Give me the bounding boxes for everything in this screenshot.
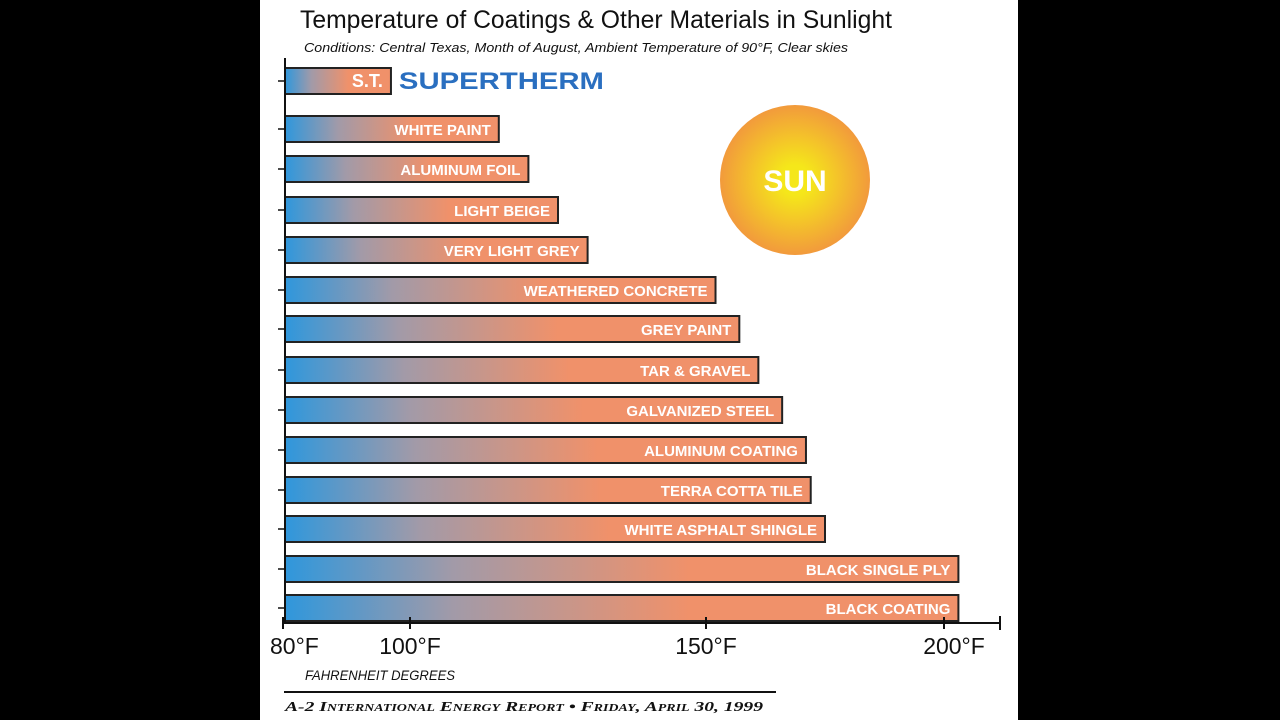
bar-label: S.T.: [352, 71, 383, 91]
bar-label: WHITE ASPHALT SHINGLE: [625, 522, 818, 539]
bar-label: BLACK COATING: [826, 601, 951, 618]
bar: [284, 276, 717, 304]
bar-label: TERRA COTTA TILE: [661, 483, 803, 500]
bar: [284, 594, 960, 622]
chart-panel: Temperature of Coatings & Other Material…: [260, 0, 1018, 720]
bar-chart: Temperature of Coatings & Other Material…: [270, 6, 1001, 715]
x-tick-label: 150°F: [675, 633, 737, 659]
bar-label: GALVANIZED STEEL: [626, 403, 774, 420]
sun-circle: [720, 105, 870, 255]
bar-label: TAR & GRAVEL: [640, 363, 750, 380]
footer-text: A-2 International Energy Report • Friday…: [284, 700, 763, 715]
bar: [284, 315, 741, 343]
bar: [284, 155, 530, 183]
x-tick-label: 200°F: [923, 633, 985, 659]
bar: [284, 236, 589, 264]
x-axis-label: FAHRENHEIT DEGREES: [305, 667, 456, 683]
brand-label: SUPERTHERM: [399, 68, 604, 95]
bar-label: BLACK SINGLE PLY: [806, 562, 950, 579]
bar-label: VERY LIGHT GREY: [444, 243, 580, 260]
x-tick-label: 80°F: [270, 633, 319, 659]
x-tick-label: 100°F: [379, 633, 441, 659]
sun-label: SUN: [763, 165, 826, 198]
bar-label: GREY PAINT: [641, 322, 731, 339]
bar-label: LIGHT BEIGE: [454, 203, 550, 220]
bar: [284, 115, 500, 143]
sun-annotation: SUN: [720, 105, 870, 255]
chart-subtitle: Conditions: Central Texas, Month of Augu…: [304, 40, 849, 55]
bar-label: WEATHERED CONCRETE: [524, 283, 708, 300]
bar-label: WHITE PAINT: [394, 122, 490, 139]
bar: [284, 515, 826, 543]
bar: [284, 67, 392, 95]
bar-label: ALUMINUM COATING: [644, 443, 798, 460]
bar: [284, 356, 760, 384]
chart-title: Temperature of Coatings & Other Material…: [300, 6, 892, 34]
bar-label: ALUMINUM FOIL: [400, 162, 520, 179]
